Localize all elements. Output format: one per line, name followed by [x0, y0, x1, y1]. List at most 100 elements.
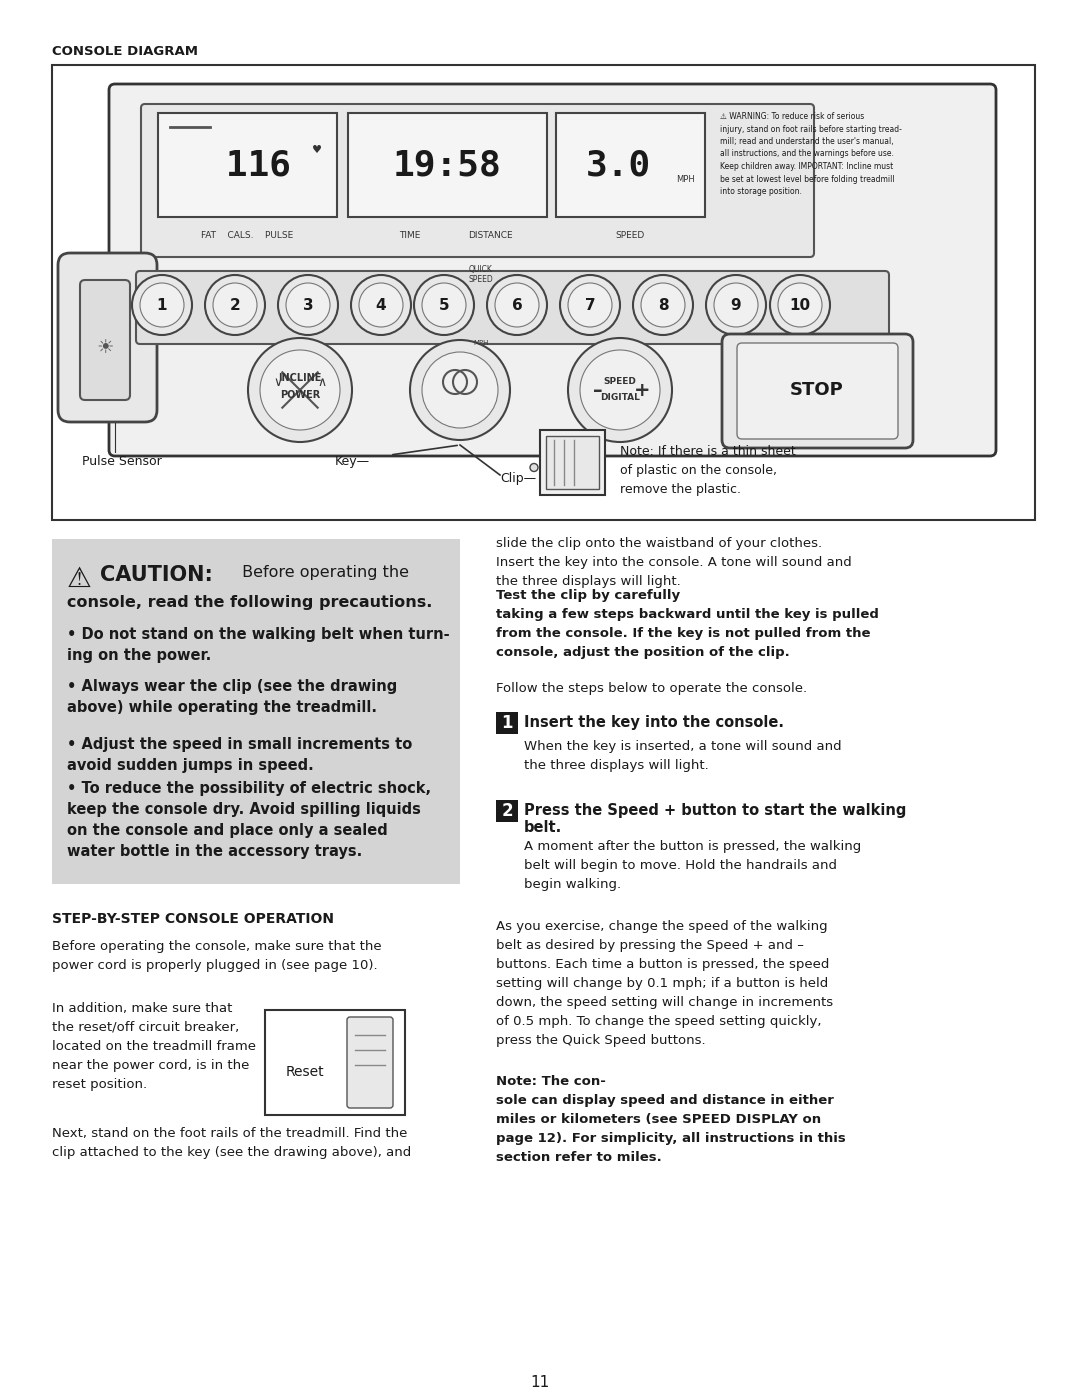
Text: Clip—: Clip— [500, 472, 536, 485]
Circle shape [286, 284, 330, 327]
Text: MPH: MPH [676, 176, 696, 184]
Text: 2: 2 [230, 298, 241, 313]
Bar [496, 800, 518, 821]
Circle shape [633, 275, 693, 335]
Circle shape [140, 284, 184, 327]
Text: ∧: ∧ [318, 376, 326, 388]
Bar [540, 430, 605, 495]
Text: ⚠ WARNING: To reduce risk of serious
injury, stand on foot rails before starting: ⚠ WARNING: To reduce risk of serious inj… [720, 112, 902, 196]
Text: Press the Speed + button to start the walking
belt.: Press the Speed + button to start the wa… [524, 803, 906, 835]
Circle shape [568, 284, 612, 327]
Text: 4: 4 [376, 298, 387, 313]
Text: MPH: MPH [473, 339, 488, 346]
Text: In addition, make sure that
the reset/off circuit breaker,
located on the treadm: In addition, make sure that the reset/of… [52, 1002, 256, 1091]
Circle shape [706, 275, 766, 335]
Text: Follow the steps below to operate the console.: Follow the steps below to operate the co… [496, 682, 807, 694]
FancyBboxPatch shape [80, 279, 130, 400]
Text: SPEED: SPEED [604, 377, 636, 387]
Text: Before operating the console, make sure that the
power cord is properly plugged : Before operating the console, make sure … [52, 940, 381, 972]
Text: console, read the following precautions.: console, read the following precautions. [67, 595, 432, 610]
Circle shape [260, 351, 340, 430]
Text: 7: 7 [584, 298, 595, 313]
Text: ⚠: ⚠ [67, 564, 92, 592]
Text: 3: 3 [302, 298, 313, 313]
Circle shape [714, 284, 758, 327]
FancyBboxPatch shape [348, 113, 546, 217]
Bar [546, 436, 599, 489]
Circle shape [359, 284, 403, 327]
Text: STEP-BY-STEP CONSOLE OPERATION: STEP-BY-STEP CONSOLE OPERATION [52, 912, 334, 926]
Circle shape [568, 338, 672, 441]
Text: Pulse Sensor: Pulse Sensor [82, 455, 162, 468]
Text: STOP: STOP [791, 381, 843, 400]
Text: Key—: Key— [335, 455, 370, 468]
Text: CONSOLE DIAGRAM: CONSOLE DIAGRAM [52, 45, 198, 59]
Bar [496, 712, 518, 733]
Circle shape [205, 275, 265, 335]
Text: 11: 11 [530, 1375, 550, 1390]
Text: 1: 1 [501, 714, 513, 732]
Text: Reset: Reset [286, 1066, 324, 1080]
Circle shape [642, 284, 685, 327]
Text: Note: If there is a thin sheet
of plastic on the console,
remove the plastic.: Note: If there is a thin sheet of plasti… [620, 446, 796, 496]
FancyBboxPatch shape [347, 1017, 393, 1108]
Circle shape [132, 275, 192, 335]
Text: ♥: ♥ [312, 145, 322, 155]
Circle shape [351, 275, 411, 335]
Text: • Adjust the speed in small increments to
avoid sudden jumps in speed.: • Adjust the speed in small increments t… [67, 738, 413, 773]
Text: CAUTION:: CAUTION: [100, 564, 213, 585]
Text: SPEED: SPEED [616, 231, 645, 240]
Circle shape [248, 338, 352, 441]
Text: • Do not stand on the walking belt when turn-
ing on the power.: • Do not stand on the walking belt when … [67, 627, 449, 664]
FancyBboxPatch shape [556, 113, 705, 217]
Text: ∨: ∨ [273, 376, 283, 388]
Text: DIGITAL: DIGITAL [600, 394, 640, 402]
Circle shape [414, 275, 474, 335]
FancyBboxPatch shape [737, 344, 897, 439]
Circle shape [278, 275, 338, 335]
Text: 1: 1 [157, 298, 167, 313]
FancyBboxPatch shape [141, 103, 814, 257]
Bar [52, 66, 1035, 520]
Text: TIME: TIME [400, 231, 421, 240]
Circle shape [778, 284, 822, 327]
Text: A moment after the button is pressed, the walking
belt will begin to move. Hold : A moment after the button is pressed, th… [524, 840, 861, 891]
Circle shape [561, 275, 620, 335]
Text: 6: 6 [512, 298, 523, 313]
Text: +: + [634, 380, 650, 400]
Circle shape [422, 352, 498, 427]
Text: 5: 5 [438, 298, 449, 313]
Text: 19:58: 19:58 [393, 148, 502, 182]
Bar [52, 539, 460, 884]
Text: QUICK
SPEED: QUICK SPEED [469, 265, 494, 285]
Text: Insert the key into the console.: Insert the key into the console. [524, 715, 784, 731]
Circle shape [410, 339, 510, 440]
FancyBboxPatch shape [58, 253, 157, 422]
Text: • To reduce the possibility of electric shock,
keep the console dry. Avoid spill: • To reduce the possibility of electric … [67, 781, 431, 859]
Text: As you exercise, change the speed of the walking
belt as desired by pressing the: As you exercise, change the speed of the… [496, 921, 833, 1046]
Text: –: – [593, 380, 603, 400]
Circle shape [770, 275, 831, 335]
Text: slide the clip onto the waistband of your clothes.
Insert the key into the conso: slide the clip onto the waistband of you… [496, 536, 852, 588]
Text: 2: 2 [501, 802, 513, 820]
Text: • Always wear the clip (see the drawing
above) while operating the treadmill.: • Always wear the clip (see the drawing … [67, 679, 397, 715]
Text: Note: The con-
sole can display speed and distance in either
miles or kilometers: Note: The con- sole can display speed an… [496, 1076, 846, 1164]
Text: FAT    CALS.    PULSE: FAT CALS. PULSE [201, 231, 294, 240]
Circle shape [213, 284, 257, 327]
FancyBboxPatch shape [109, 84, 996, 455]
Circle shape [495, 284, 539, 327]
Text: POWER: POWER [280, 390, 320, 400]
FancyBboxPatch shape [136, 271, 889, 344]
Text: INCLINE: INCLINE [279, 373, 322, 383]
Bar [265, 1010, 405, 1115]
Text: Next, stand on the foot rails of the treadmill. Find the
clip attached to the ke: Next, stand on the foot rails of the tre… [52, 1127, 411, 1160]
Text: 8: 8 [658, 298, 669, 313]
Text: Test the clip by carefully
taking a few steps backward until the key is pulled
f: Test the clip by carefully taking a few … [496, 590, 879, 659]
Text: ☀: ☀ [96, 338, 113, 358]
Text: 9: 9 [731, 298, 741, 313]
Text: 116: 116 [204, 148, 291, 182]
Text: Before operating the: Before operating the [237, 564, 409, 580]
Circle shape [487, 275, 546, 335]
FancyBboxPatch shape [723, 334, 913, 448]
Circle shape [530, 464, 538, 472]
